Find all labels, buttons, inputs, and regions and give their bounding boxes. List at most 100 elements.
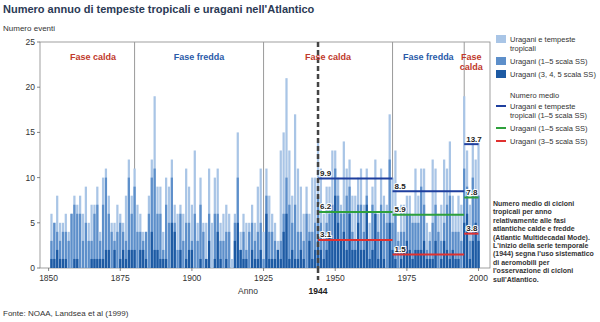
bar [151, 178, 153, 268]
bar [133, 187, 135, 268]
bar [240, 250, 242, 268]
bar [446, 250, 448, 268]
bar [174, 205, 176, 268]
bar [79, 268, 81, 269]
phase-label: Fase calda [70, 52, 117, 62]
bar [386, 223, 388, 268]
bar [53, 223, 55, 268]
bar [354, 241, 356, 268]
bar [271, 259, 273, 268]
bar [56, 250, 58, 268]
bar [88, 223, 90, 268]
bar [217, 169, 219, 268]
x-tick [335, 268, 336, 271]
legend-title: Numero medio [510, 91, 559, 100]
bar [254, 241, 256, 268]
bar [65, 259, 67, 268]
bar [294, 114, 296, 268]
bar [314, 178, 316, 268]
bar [62, 223, 64, 268]
bar [380, 241, 382, 268]
bar [283, 232, 285, 268]
bar [411, 214, 413, 268]
bar [314, 250, 316, 268]
y-tick-label: 15 [26, 127, 36, 137]
bar [176, 268, 178, 269]
bar [217, 214, 219, 268]
bar [283, 132, 285, 268]
x-tick-label: 1850 [39, 273, 58, 283]
bar [211, 268, 213, 269]
bar [337, 178, 339, 268]
bar [331, 205, 333, 268]
bar [188, 250, 190, 268]
bar [90, 259, 92, 268]
bar [131, 196, 133, 268]
bar [360, 169, 362, 268]
bar [88, 268, 90, 269]
bar [260, 223, 262, 268]
bar [231, 268, 233, 269]
bar [79, 196, 81, 268]
bar [420, 250, 422, 268]
y-tick [37, 222, 40, 223]
bar [79, 214, 81, 268]
bar [477, 241, 479, 268]
bar [65, 214, 67, 268]
mean-label: 5.9 [395, 205, 407, 214]
plot-frame [40, 42, 490, 268]
x-tick [263, 268, 264, 271]
bar [116, 205, 118, 268]
bar [237, 178, 239, 268]
bar [334, 169, 336, 268]
legend-label: Uragani (3, 4, 5 scala SS) [510, 70, 596, 79]
bar [334, 196, 336, 268]
plot-marks [50, 42, 479, 268]
bar [82, 241, 84, 268]
y-tick-label: 5 [30, 218, 35, 228]
bar [314, 223, 316, 268]
bar [265, 196, 267, 268]
bar [409, 250, 411, 268]
bar [452, 232, 454, 268]
bar [133, 250, 135, 268]
bar [303, 259, 305, 268]
bar [168, 223, 170, 268]
bar [411, 259, 413, 268]
bar [185, 223, 187, 268]
bar [205, 259, 207, 268]
bar [162, 250, 164, 268]
bar [374, 160, 376, 268]
x-tick-label: 1875 [111, 273, 130, 283]
bar [326, 187, 328, 268]
bar [326, 250, 328, 268]
bar [125, 259, 127, 268]
bar [271, 232, 273, 268]
bar [128, 250, 130, 268]
bar [214, 259, 216, 268]
bar [346, 196, 348, 268]
bar [366, 205, 368, 268]
bar [328, 187, 330, 268]
bar [354, 250, 356, 268]
bar [105, 178, 107, 268]
bar [234, 214, 236, 268]
bar [457, 196, 459, 268]
bar [331, 150, 333, 268]
bar [105, 250, 107, 268]
bar [437, 232, 439, 268]
x-tick [406, 268, 407, 271]
bar [351, 250, 353, 268]
bar [111, 232, 113, 268]
bar [179, 214, 181, 268]
bar [383, 196, 385, 268]
bar [159, 214, 161, 268]
bar [145, 259, 147, 268]
phase-line [134, 42, 135, 268]
bar [280, 259, 282, 268]
bar [245, 259, 247, 268]
bar [434, 169, 436, 268]
bar [294, 259, 296, 268]
bar [139, 214, 141, 268]
bar [113, 241, 115, 268]
